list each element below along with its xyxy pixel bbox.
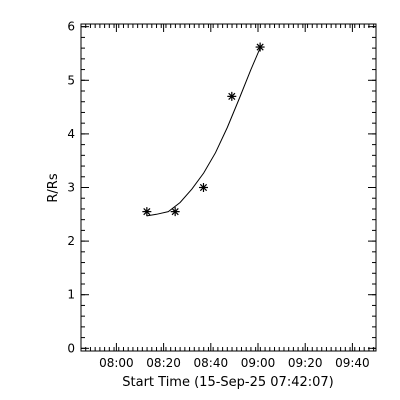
- x-axis-tick-labels: 08:00 08:20 08:40 09:00 09:20 09:40: [99, 356, 370, 370]
- x-axis-title: Start Time (15-Sep-25 07:42:07): [122, 375, 333, 390]
- x-tick-label: 08:00: [99, 356, 134, 370]
- asterisk-stroke: [256, 43, 264, 51]
- plot-frame: [80, 23, 377, 352]
- x-tick-label: 09:40: [335, 356, 370, 370]
- data-point: [255, 42, 265, 52]
- x-tick-label: 08:20: [146, 356, 181, 370]
- data-points: [142, 42, 265, 217]
- y-tick-label: 2: [67, 234, 75, 248]
- asterisk-stroke: [199, 183, 208, 192]
- x-tick-label: 09:20: [288, 356, 323, 370]
- y-tick-label: 5: [67, 73, 75, 87]
- x-axis-ticks: [80, 24, 375, 351]
- y-tick-label: 1: [67, 288, 75, 302]
- y-tick-label: 6: [67, 20, 75, 34]
- asterisk-stroke: [228, 92, 236, 100]
- y-axis-ticks: [81, 26, 376, 349]
- fit-curve: [146, 47, 261, 217]
- x-tick-label: 08:40: [194, 356, 229, 370]
- data-point: [198, 183, 208, 192]
- asterisk-stroke: [171, 208, 179, 216]
- asterisk-stroke: [143, 208, 151, 216]
- data-point: [170, 207, 180, 217]
- y-axis-tick-labels: 0 1 2 3 4 5 6: [67, 20, 75, 356]
- y-axis-title: R/Rs: [46, 173, 61, 202]
- x-tick-label: 09:00: [241, 356, 276, 370]
- y-tick-label: 0: [67, 341, 75, 355]
- y-tick-label: 3: [67, 181, 75, 195]
- data-point: [227, 91, 237, 101]
- data-point: [142, 207, 152, 217]
- y-tick-label: 4: [67, 127, 75, 141]
